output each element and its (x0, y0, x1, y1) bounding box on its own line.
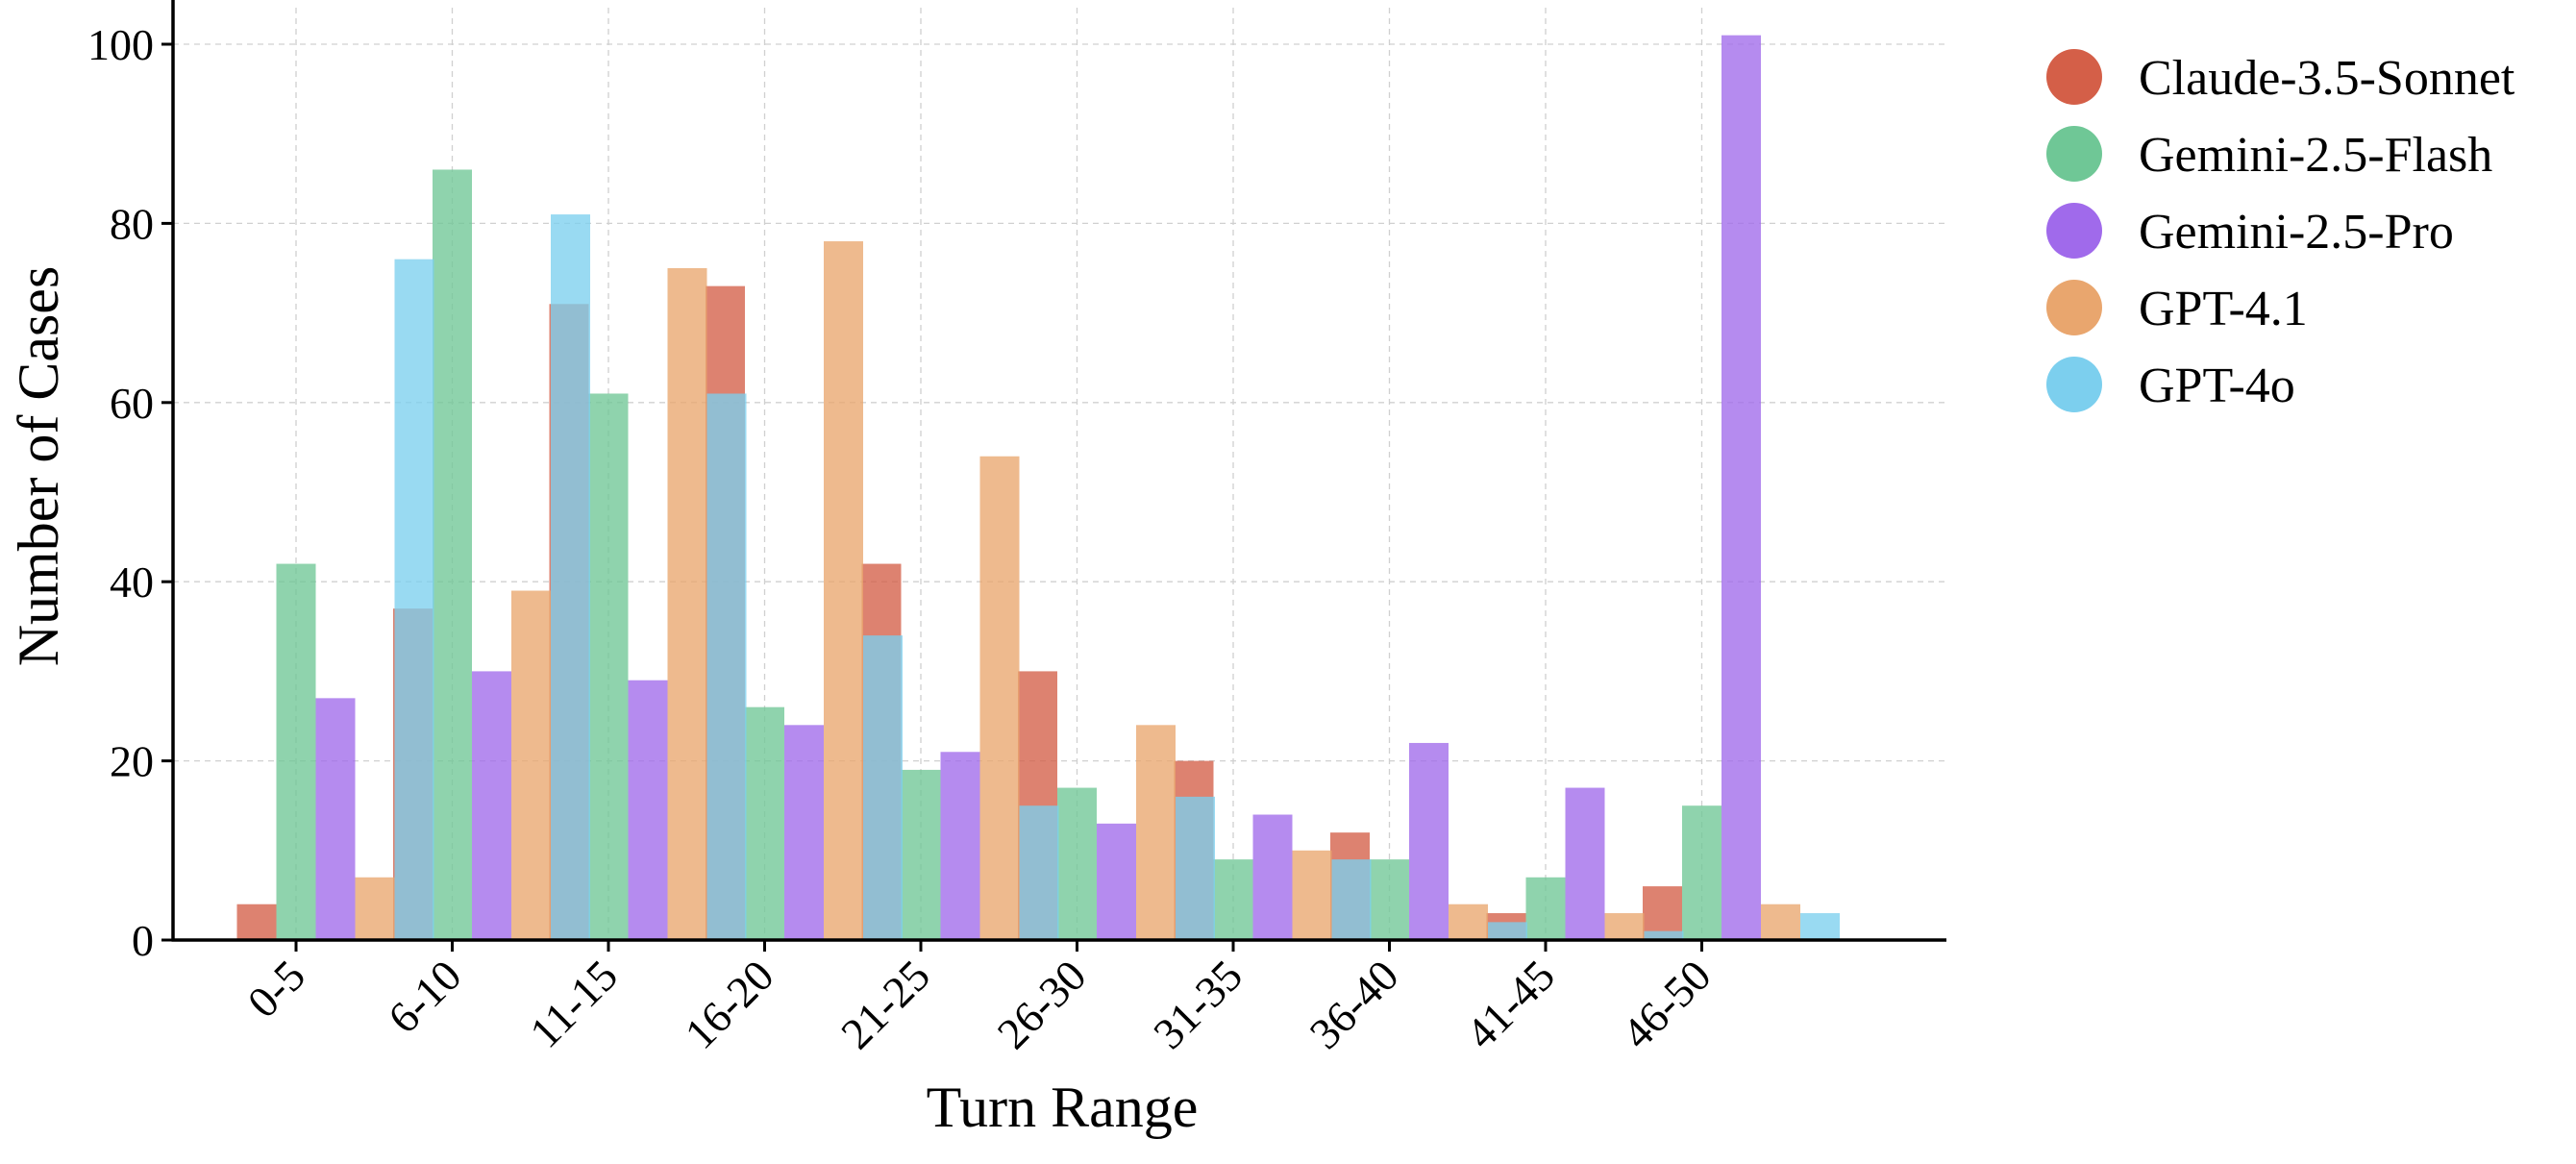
y-tick-label: 40 (110, 557, 154, 607)
bar-Gemini-2.5-Pro-31-35 (1252, 814, 1293, 940)
bar-Gemini-2.5-Flash-31-35 (1213, 859, 1253, 940)
x-tick-label: 21-25 (831, 951, 939, 1058)
bar-Gemini-2.5-Pro-36-40 (1409, 742, 1449, 940)
legend-label-Gemini-2.5-Pro: Gemini-2.5-Pro (2139, 205, 2454, 260)
bar-Gemini-2.5-Pro-41-45 (1565, 787, 1605, 940)
bar-GPT-4.1-36-40 (1449, 904, 1488, 940)
bar-GPT-4o-11-15 (706, 393, 747, 941)
bar-Gemini-2.5-Flash-16-20 (745, 706, 784, 940)
legend-label-GPT-4o: GPT-4o (2139, 359, 2295, 413)
x-tick-label: 36-40 (1300, 951, 1408, 1058)
x-tick-label: 41-45 (1456, 951, 1564, 1058)
y-axis-title: Number of Cases (7, 266, 70, 667)
bar-GPT-4o-46-50 (1800, 913, 1840, 940)
legend-label-Gemini-2.5-Flash: Gemini-2.5-Flash (2139, 128, 2492, 183)
bar-Gemini-2.5-Pro-26-30 (1097, 823, 1136, 940)
legend-marker-Gemini-2.5-Pro (2046, 203, 2102, 259)
bar-GPT-4o-31-35 (1331, 859, 1372, 940)
bar-GPT-4.1-26-30 (1136, 725, 1176, 940)
bar-Gemini-2.5-Pro-16-20 (784, 725, 824, 940)
bar-GPT-4.1-6-10 (511, 590, 551, 940)
legend-marker-Gemini-2.5-Flash (2046, 126, 2102, 182)
bar-Gemini-2.5-Pro-6-10 (472, 671, 511, 940)
x-tick-label: 46-50 (1613, 951, 1721, 1058)
y-tick-label: 20 (110, 737, 154, 786)
bar-GPT-4.1-41-45 (1604, 913, 1645, 940)
legend-label-Claude-3.5-Sonnet: Claude-3.5-Sonnet (2139, 51, 2515, 106)
bar-Claude-3.5-Sonnet-0-5 (236, 904, 277, 940)
legend: Claude-3.5-Sonnet Gemini-2.5-Flash Gemini-… (2046, 49, 2515, 413)
x-tick-label: 0-5 (238, 951, 314, 1027)
bar-Gemini-2.5-Flash-41-45 (1525, 877, 1566, 940)
bar-Gemini-2.5-Flash-46-50 (1682, 805, 1721, 940)
bar-Gemini-2.5-Pro-46-50 (1721, 35, 1761, 941)
bar-GPT-4.1-31-35 (1292, 850, 1332, 940)
x-tick-label: 6-10 (379, 951, 471, 1043)
bar-GPT-4o-36-40 (1488, 922, 1527, 940)
x-axis-title: Turn Range (927, 1076, 1199, 1139)
legend-marker-GPT-4.1 (2046, 280, 2102, 335)
bar-GPT-4o-16-20 (863, 635, 903, 940)
bar-GPT-4.1-46-50 (1761, 904, 1800, 940)
bar-GPT-4o-41-45 (1644, 930, 1684, 940)
bar-Gemini-2.5-Flash-11-15 (588, 393, 629, 941)
bar-GPT-4.1-16-20 (824, 241, 863, 941)
bar-Gemini-2.5-Pro-11-15 (628, 680, 668, 940)
bar-Gemini-2.5-Flash-6-10 (433, 169, 472, 941)
bar-Gemini-2.5-Pro-0-5 (315, 698, 356, 940)
legend-marker-Claude-3.5-Sonnet (2046, 49, 2102, 105)
bar-Gemini-2.5-Flash-0-5 (276, 563, 316, 940)
x-tick-label: 11-15 (520, 951, 627, 1057)
bar-GPT-4o-6-10 (551, 214, 590, 940)
legend-label-GPT-4.1: GPT-4.1 (2139, 282, 2308, 336)
y-tick-label: 100 (87, 20, 154, 69)
x-tick-label: 31-35 (1144, 951, 1251, 1058)
bar-Gemini-2.5-Pro-21-25 (940, 752, 980, 940)
x-tick-label: 16-20 (676, 951, 783, 1058)
bar-Gemini-2.5-Flash-36-40 (1370, 859, 1409, 940)
bars-layer (236, 35, 1840, 941)
legend-marker-GPT-4o (2046, 357, 2102, 412)
bar-Gemini-2.5-Flash-21-25 (901, 769, 941, 940)
bar-GPT-4o-21-25 (1019, 805, 1059, 940)
bar-GPT-4.1-21-25 (979, 456, 1020, 940)
bar-Gemini-2.5-Flash-26-30 (1057, 787, 1097, 940)
bar-GPT-4o-26-30 (1176, 796, 1215, 940)
y-tick-label: 60 (110, 379, 154, 428)
bar-GPT-4o-0-5 (394, 259, 434, 940)
bar-GPT-4.1-0-5 (355, 877, 395, 940)
y-tick-label: 80 (110, 199, 154, 248)
y-tick-label: 0 (132, 916, 154, 965)
bar-GPT-4.1-11-15 (667, 268, 707, 940)
x-tick-label: 26-30 (988, 951, 1096, 1058)
